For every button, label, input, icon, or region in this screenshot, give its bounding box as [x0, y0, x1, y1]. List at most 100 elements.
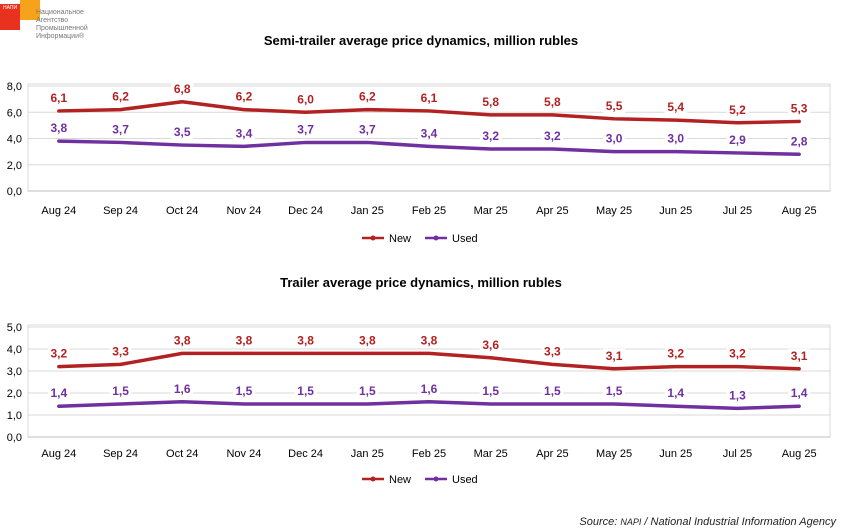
y-tick-label: 4,0 [7, 134, 22, 146]
data-label-bg [294, 384, 317, 398]
data-label-used: 1,5 [359, 384, 376, 398]
data-label-new: 5,8 [482, 95, 499, 109]
data-label-bg [418, 126, 440, 141]
y-tick-label: 0,0 [7, 186, 22, 198]
data-label-used: 3,7 [112, 122, 129, 136]
x-tick-label: Mar 25 [474, 205, 508, 217]
data-label-used: 3,4 [421, 126, 438, 140]
data-label-used: 1,5 [112, 384, 129, 398]
data-label-bg [788, 101, 811, 116]
legend-swatch-marker [433, 235, 439, 241]
x-tick-label: Sep 24 [103, 448, 138, 460]
data-label-bg [109, 384, 132, 398]
data-label-used: 3,0 [667, 132, 684, 146]
y-tick-label: 8,0 [7, 81, 22, 93]
data-label-new: 6,1 [51, 91, 68, 105]
data-label-bg [603, 348, 626, 363]
data-label-bg [479, 384, 502, 398]
x-tick-label: May 25 [596, 448, 632, 460]
x-tick-label: Oct 24 [166, 205, 198, 217]
data-label-used: 3,0 [606, 132, 623, 146]
data-label-new: 3,2 [729, 347, 746, 361]
data-label-used: 1,6 [421, 382, 438, 396]
data-label-bg [788, 348, 811, 363]
x-tick-label: Apr 25 [536, 205, 568, 217]
data-label-used: 2,9 [729, 133, 746, 147]
legend-swatch-marker [370, 476, 376, 482]
data-label-bg [541, 384, 564, 398]
data-label-used: 3,7 [359, 122, 376, 136]
data-label-bg [479, 129, 502, 143]
logo-abbr: НАПИ [3, 5, 18, 11]
x-tick-label: Aug 25 [782, 448, 817, 460]
x-tick-label: Jan 25 [351, 205, 384, 217]
data-label-used: 3,5 [174, 125, 191, 139]
x-tick-label: Apr 25 [536, 448, 568, 460]
data-label-used: 3,7 [297, 122, 314, 136]
data-label-bg [232, 384, 255, 398]
legend-label-used: Used [452, 233, 478, 245]
data-label-bg [418, 90, 440, 105]
data-label-bg [294, 92, 317, 107]
data-label-used: 2,8 [791, 134, 808, 148]
data-label-bg [171, 333, 194, 348]
data-label-used: 1,4 [51, 386, 68, 400]
data-label-new: 6,1 [421, 91, 438, 105]
data-label-used: 3,2 [544, 129, 561, 143]
data-label-used: 1,5 [482, 384, 499, 398]
data-label-bg [726, 388, 749, 403]
data-label-used: 3,8 [51, 121, 68, 135]
data-label-bg [664, 346, 687, 361]
data-label-bg [356, 333, 379, 348]
y-tick-label: 5,0 [7, 322, 22, 334]
y-tick-label: 0,0 [7, 432, 22, 444]
data-label-bg [664, 386, 687, 401]
data-label-bg [47, 346, 70, 361]
data-label-bg [726, 346, 749, 361]
legend-label-new: New [389, 233, 411, 245]
data-label-bg [788, 134, 811, 149]
data-label-bg [603, 384, 626, 398]
data-label-new: 6,8 [174, 82, 191, 96]
data-label-bg [418, 381, 440, 396]
data-label-bg [726, 102, 749, 117]
data-label-used: 1,6 [174, 382, 191, 396]
data-label-bg [171, 125, 194, 140]
data-label-new: 3,8 [236, 333, 253, 347]
source-agency: NAPI [620, 517, 642, 527]
series-line-used [57, 139, 801, 156]
data-label-bg [418, 333, 440, 348]
data-label-used: 3,4 [236, 126, 253, 140]
data-label-bg [47, 386, 70, 401]
data-label-bg [294, 122, 317, 137]
x-tick-label: Jul 25 [723, 205, 752, 217]
y-tick-label: 2,0 [7, 160, 22, 172]
x-tick-label: Sep 24 [103, 205, 138, 217]
series-line-new [57, 351, 801, 371]
series-line-new [57, 100, 801, 125]
data-label-bg [171, 381, 194, 396]
data-label-new: 3,1 [606, 349, 623, 363]
data-label-bg [541, 94, 564, 109]
y-tick-label: 1,0 [7, 410, 22, 422]
napi-logo: НАПИ Национальное Агентство Промышленной… [0, 0, 100, 56]
x-tick-label: May 25 [596, 205, 632, 217]
data-label-used: 1,5 [297, 384, 314, 398]
data-label-new: 3,3 [112, 344, 129, 358]
data-label-bg [479, 337, 502, 352]
data-label-new: 6,2 [112, 90, 129, 104]
data-label-bg [47, 90, 70, 105]
data-label-bg [232, 89, 255, 104]
source-rest: / National Industrial Information Agency [641, 516, 836, 528]
data-label-new: 3,8 [421, 333, 438, 347]
data-label-new: 6,0 [297, 92, 314, 106]
data-label-new: 5,8 [544, 95, 561, 109]
source-prefix: Source: [579, 516, 621, 528]
y-tick-label: 3,0 [7, 366, 22, 378]
semi-trailer-chart-title: Semi-trailer average price dynamics, mil… [263, 33, 579, 48]
y-tick-label: 4,0 [7, 344, 22, 356]
data-label-new: 6,2 [359, 90, 376, 104]
trailer-chart-title: Trailer average price dynamics, million … [280, 275, 562, 290]
x-tick-label: Mar 25 [474, 448, 508, 460]
data-label-bg [232, 333, 255, 348]
